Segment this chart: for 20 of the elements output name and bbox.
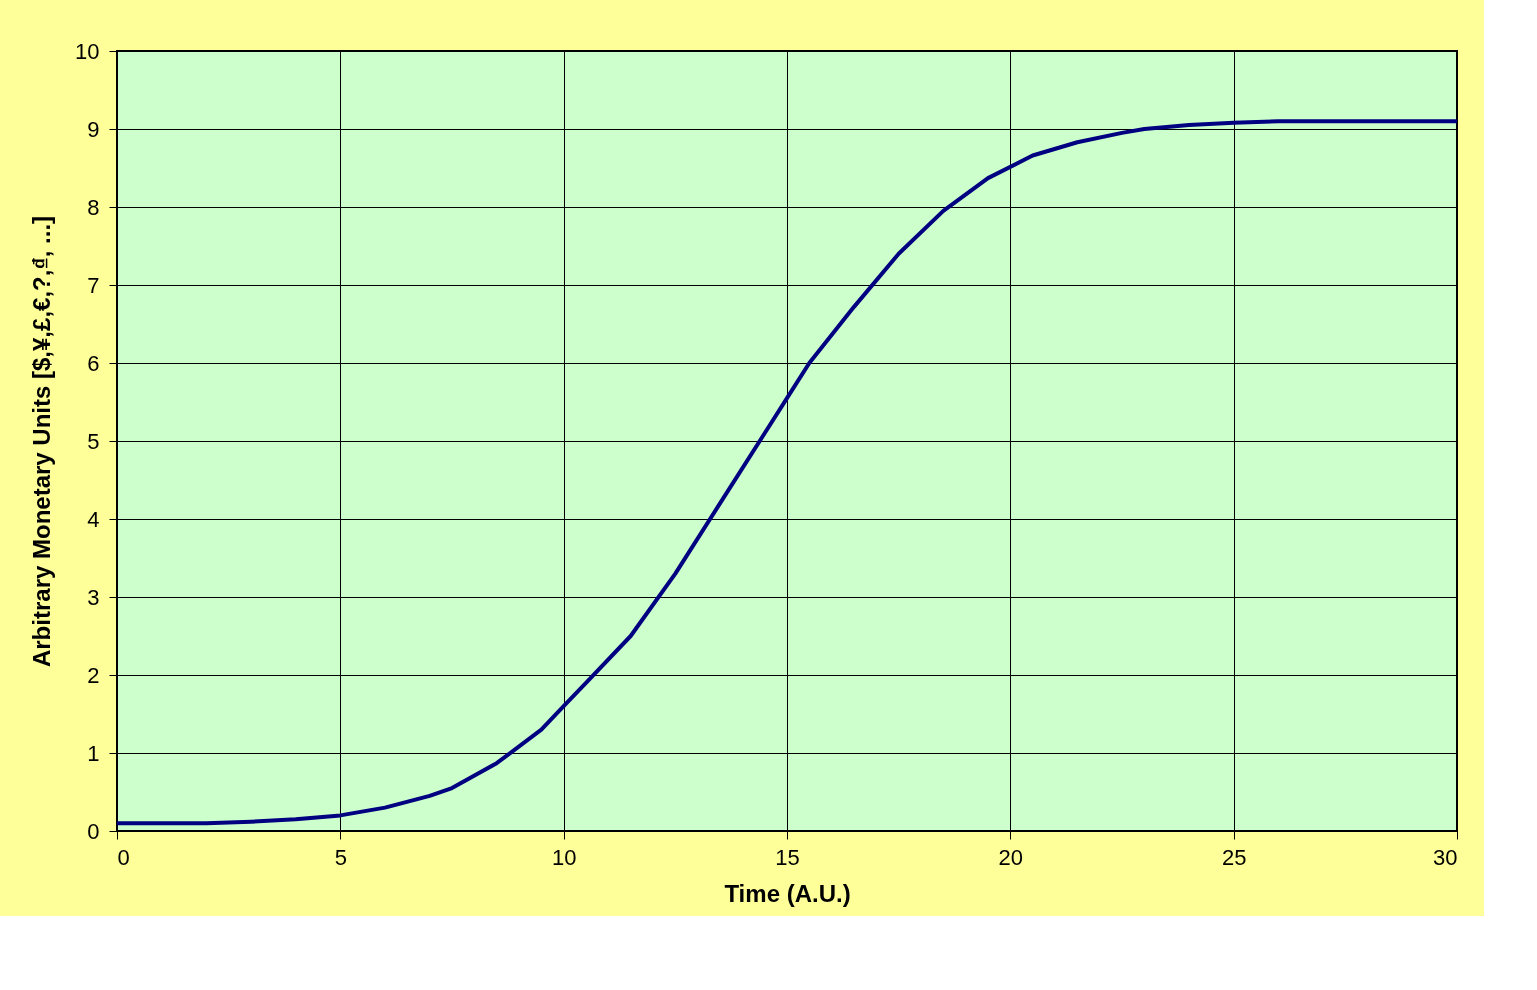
x-tick-label: 25: [1221, 844, 1247, 870]
y-axis-title: Arbitrary Monetary Units [$,¥,£,€,?,₫, ...]: [28, 215, 56, 668]
y-tick-label: 3: [87, 584, 100, 610]
x-tick-label: 15: [775, 844, 800, 870]
x-tick-label: 20: [998, 844, 1024, 870]
x-tick-label: 5: [334, 844, 347, 870]
y-tick-label: 7: [87, 272, 100, 298]
y-tick-label: 6: [87, 350, 100, 376]
y-tick-label: 5: [87, 428, 100, 454]
x-tick-label: 10: [551, 844, 577, 870]
y-tick-label: 2: [87, 662, 100, 688]
x-axis-title: Time (A.U.): [724, 879, 851, 907]
y-tick-label: 0: [87, 818, 100, 844]
x-tick-label: 0: [117, 844, 130, 870]
y-tick-label: 9: [87, 116, 100, 142]
y-tick-label: 10: [75, 38, 100, 64]
x-tick-label: 30: [1433, 844, 1458, 870]
y-tick-label: 4: [87, 506, 100, 532]
y-tick-label: 8: [87, 194, 100, 220]
y-tick-label: 1: [87, 740, 100, 766]
